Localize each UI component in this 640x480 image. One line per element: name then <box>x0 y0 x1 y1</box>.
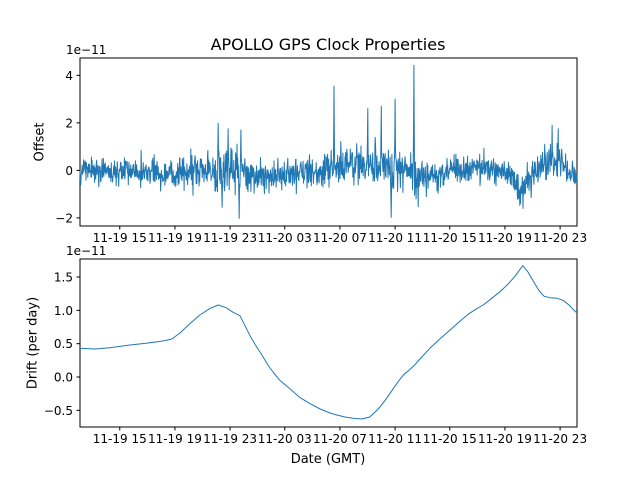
bottom-axes-frame <box>79 258 578 428</box>
x-tick-label: 11-20 15 <box>423 231 477 245</box>
y-tick-label: 0.5 <box>54 337 73 351</box>
y-tick-label: 0 <box>65 164 73 178</box>
x-axis-label: Date (GMT) <box>290 452 366 467</box>
chart-title: APOLLO GPS Clock Properties <box>210 35 446 54</box>
offset-series-line <box>79 64 578 219</box>
x-tick-label: 11-20 15 <box>423 432 477 446</box>
y-tick-label: −2 <box>55 211 73 225</box>
y-tick-label: 2 <box>65 116 73 130</box>
x-tick-label: 11-19 23 <box>203 231 257 245</box>
x-tick-label: 11-19 19 <box>148 432 202 446</box>
y-tick-label: 1.0 <box>54 304 73 318</box>
x-tick-label: 11-20 23 <box>533 432 587 446</box>
drift-series-line <box>79 265 578 420</box>
x-tick-label: 11-20 03 <box>258 231 312 245</box>
x-tick-label: 11-19 23 <box>203 432 257 446</box>
x-tick-label: 11-20 19 <box>478 432 532 446</box>
x-tick-label: 11-20 07 <box>313 231 367 245</box>
x-tick-label: 11-20 11 <box>368 432 422 446</box>
x-tick-label: 11-20 03 <box>258 432 312 446</box>
top-axes-frame <box>79 57 578 227</box>
x-tick-label: 11-20 07 <box>313 432 367 446</box>
x-tick-label: 11-20 11 <box>368 231 422 245</box>
x-tick-label: 11-19 15 <box>93 432 147 446</box>
x-tick-label: 11-19 15 <box>93 231 147 245</box>
y-tick-label: −0.5 <box>44 404 73 418</box>
y-tick-label: 4 <box>65 69 73 83</box>
x-tick-label: 11-19 19 <box>148 231 202 245</box>
top-y-axis-label: Offset <box>32 122 48 162</box>
y-tick-label: 0.0 <box>54 371 73 385</box>
bottom-y-scale-offset-text: 1e−11 <box>66 244 107 258</box>
top-y-scale-offset-text: 1e−11 <box>66 43 107 57</box>
x-tick-label: 11-20 19 <box>478 231 532 245</box>
x-tick-label: 11-20 23 <box>533 231 587 245</box>
bottom-y-axis-label: Drift (per day) <box>25 296 41 390</box>
y-tick-label: 1.5 <box>54 271 73 285</box>
